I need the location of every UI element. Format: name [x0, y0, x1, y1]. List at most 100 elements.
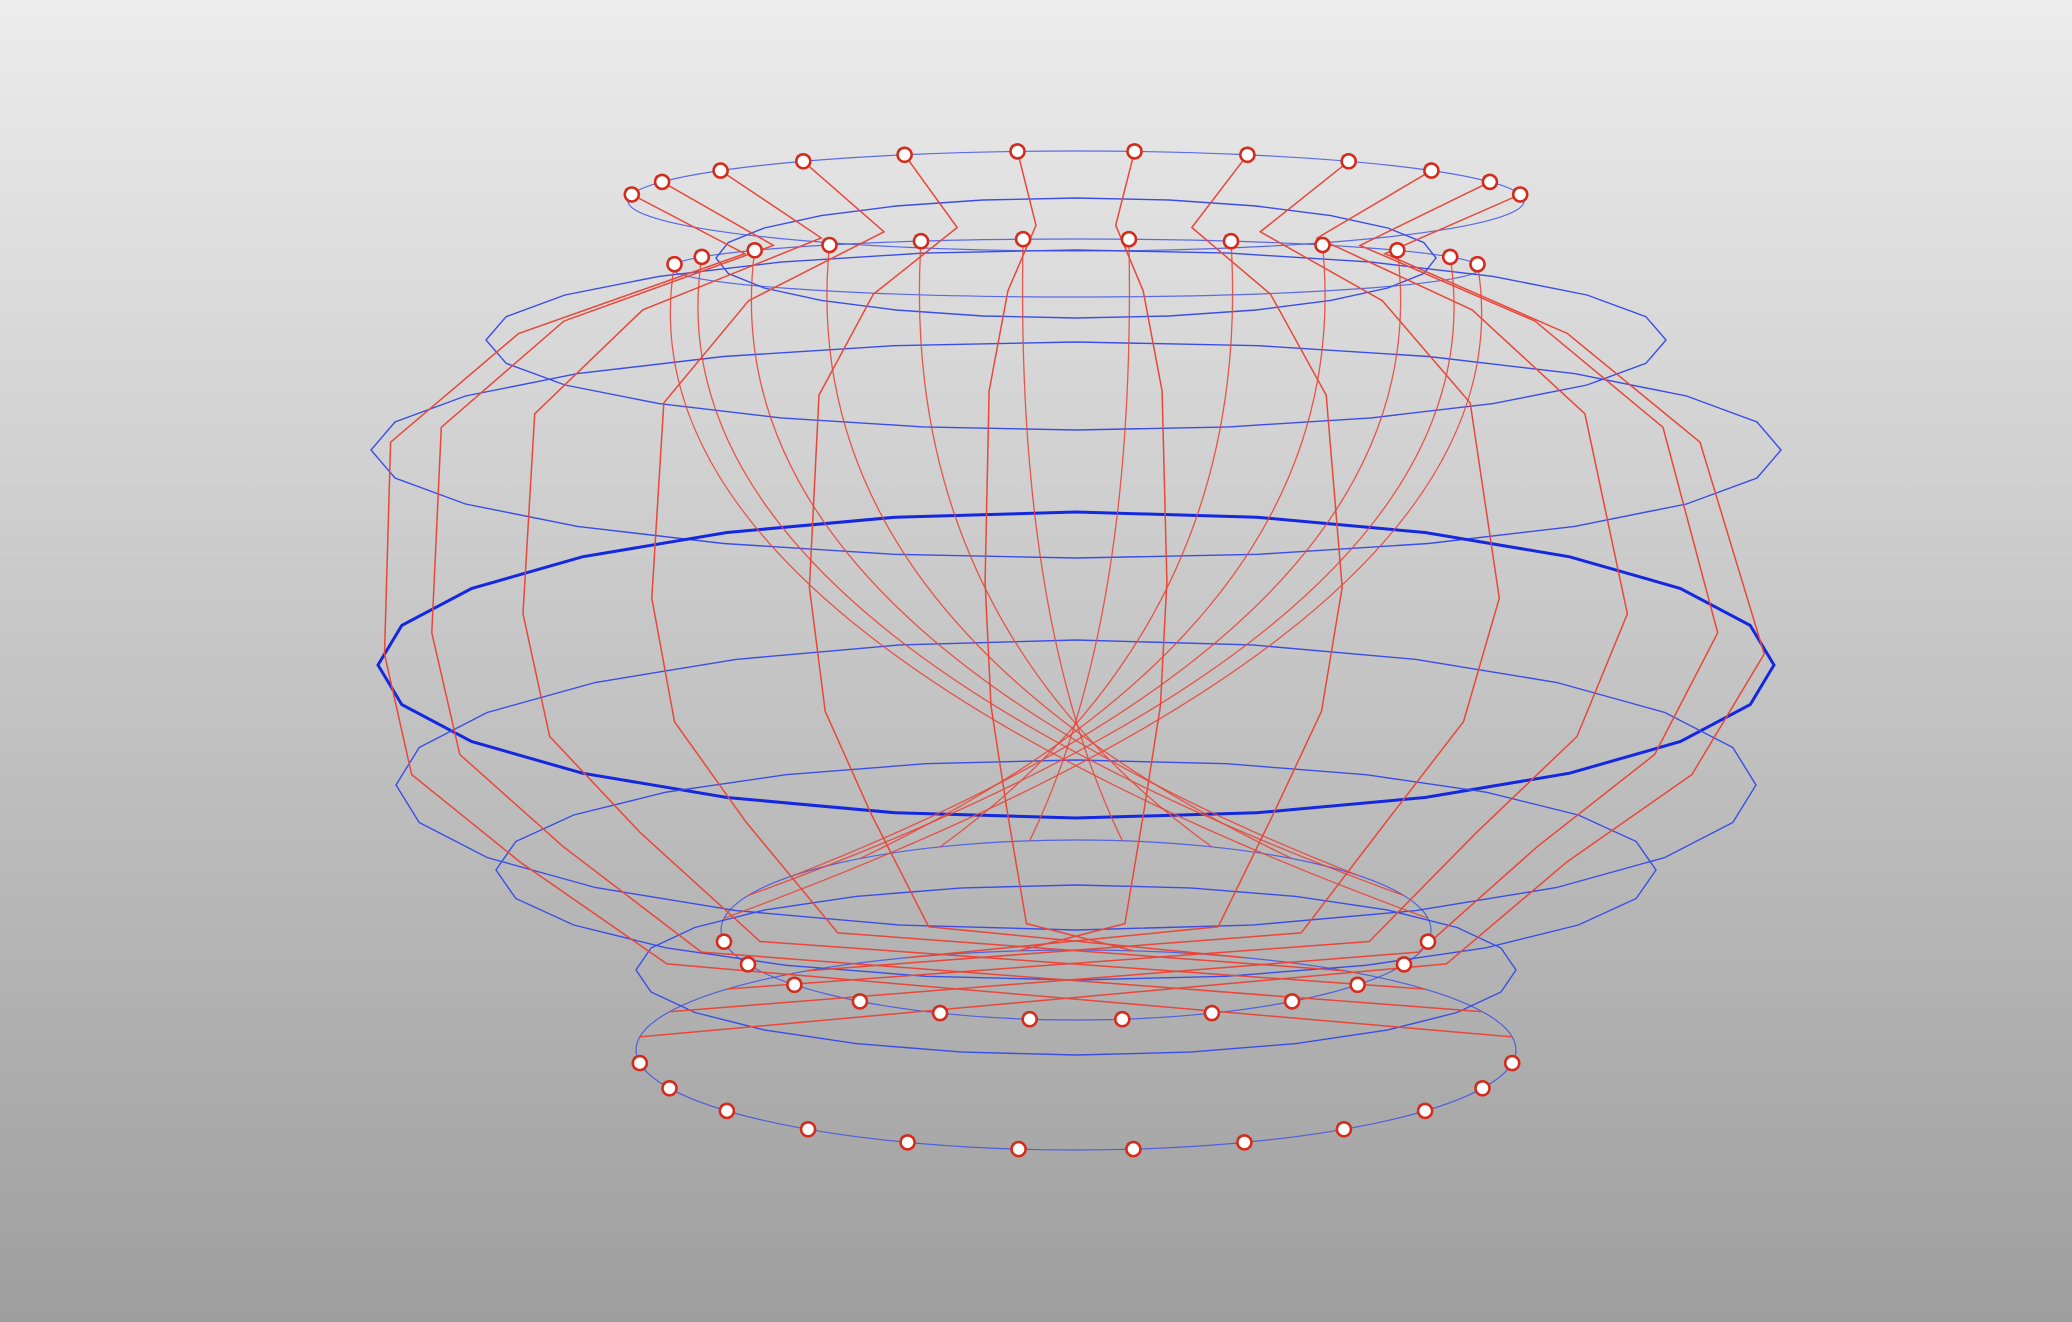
control-point-bottom-outer-12[interactable]	[1503, 1054, 1521, 1072]
control-point-bottom-inner-2[interactable]	[739, 956, 757, 973]
control-point-marker[interactable]	[623, 186, 641, 203]
control-point-marker[interactable]	[1511, 186, 1529, 203]
control-point-bottom-outer-2[interactable]	[661, 1080, 678, 1097]
control-point-bottom-inner-12[interactable]	[1419, 933, 1437, 951]
control-point-marker[interactable]	[1283, 993, 1301, 1010]
control-point-top-outer-10[interactable]	[1423, 162, 1440, 179]
control-point-marker[interactable]	[1481, 173, 1499, 191]
control-point-marker[interactable]	[1014, 230, 1032, 248]
control-point-top-outer-2[interactable]	[653, 173, 671, 191]
control-point-top-inner-4[interactable]	[821, 236, 838, 254]
control-point-top-inner-2[interactable]	[693, 248, 711, 266]
control-point-bottom-inner-7[interactable]	[1114, 1010, 1131, 1028]
control-point-top-inner-7[interactable]	[1120, 230, 1138, 248]
control-point-top-inner-6[interactable]	[1014, 230, 1032, 248]
control-point-bottom-outer-9[interactable]	[1335, 1121, 1353, 1138]
control-point-marker[interactable]	[1503, 1054, 1521, 1072]
control-point-marker[interactable]	[1469, 255, 1486, 273]
control-point-top-outer-9[interactable]	[1340, 153, 1357, 170]
control-point-marker[interactable]	[1120, 230, 1138, 248]
control-point-bottom-inner-8[interactable]	[1203, 1004, 1221, 1022]
control-point-top-outer-5[interactable]	[896, 146, 913, 164]
control-point-marker[interactable]	[1203, 1004, 1221, 1022]
control-point-marker[interactable]	[718, 1102, 736, 1120]
control-point-bottom-outer-7[interactable]	[1125, 1140, 1142, 1158]
control-point-marker[interactable]	[1009, 143, 1026, 160]
control-point-top-outer-8[interactable]	[1239, 146, 1256, 164]
inner-meridian-3	[750, 250, 1358, 876]
control-point-marker[interactable]	[712, 162, 729, 179]
control-point-marker[interactable]	[1114, 1010, 1131, 1028]
control-point-top-outer-11[interactable]	[1481, 173, 1499, 191]
control-point-marker[interactable]	[739, 956, 757, 973]
control-point-marker[interactable]	[794, 153, 812, 170]
control-point-marker[interactable]	[631, 1054, 649, 1072]
control-point-top-outer-12[interactable]	[1511, 186, 1529, 203]
control-point-bottom-outer-11[interactable]	[1474, 1080, 1491, 1097]
control-point-bottom-outer-3[interactable]	[718, 1102, 736, 1120]
control-point-top-outer-1[interactable]	[623, 186, 641, 203]
control-point-marker[interactable]	[653, 173, 671, 191]
control-point-marker[interactable]	[1021, 1010, 1038, 1028]
control-point-marker[interactable]	[912, 232, 930, 250]
control-point-bottom-inner-9[interactable]	[1283, 993, 1301, 1010]
control-point-marker[interactable]	[899, 1134, 916, 1151]
control-point-marker[interactable]	[786, 976, 803, 994]
control-point-marker[interactable]	[1474, 1080, 1491, 1097]
control-point-top-outer-4[interactable]	[794, 153, 812, 170]
control-point-bottom-outer-1[interactable]	[631, 1054, 649, 1072]
control-point-marker[interactable]	[661, 1080, 678, 1097]
control-point-marker[interactable]	[821, 236, 838, 254]
control-point-marker[interactable]	[851, 993, 869, 1010]
control-point-marker[interactable]	[1314, 236, 1331, 254]
control-point-bottom-outer-4[interactable]	[799, 1121, 817, 1138]
control-point-marker[interactable]	[1395, 956, 1413, 973]
control-point-top-inner-10[interactable]	[1389, 242, 1406, 259]
control-point-marker[interactable]	[1441, 248, 1459, 266]
control-point-marker[interactable]	[799, 1121, 817, 1138]
control-point-top-inner-8[interactable]	[1222, 232, 1240, 250]
control-point-top-inner-3[interactable]	[746, 242, 764, 259]
control-point-bottom-inner-1[interactable]	[715, 933, 733, 951]
control-point-top-outer-3[interactable]	[712, 162, 729, 179]
control-point-marker[interactable]	[1335, 1121, 1353, 1138]
control-point-marker[interactable]	[715, 933, 733, 951]
control-point-marker[interactable]	[1010, 1140, 1027, 1158]
control-point-marker[interactable]	[1239, 146, 1256, 164]
control-point-bottom-inner-4[interactable]	[851, 993, 869, 1010]
control-point-top-inner-5[interactable]	[912, 232, 930, 250]
control-point-marker[interactable]	[931, 1004, 949, 1022]
control-point-top-inner-12[interactable]	[1469, 255, 1486, 273]
control-point-bottom-outer-6[interactable]	[1010, 1140, 1027, 1158]
control-point-top-outer-6[interactable]	[1009, 143, 1026, 160]
control-point-bottom-inner-6[interactable]	[1021, 1010, 1038, 1028]
control-point-bottom-inner-5[interactable]	[931, 1004, 949, 1022]
control-point-bottom-outer-5[interactable]	[899, 1134, 916, 1151]
control-point-marker[interactable]	[1126, 143, 1143, 160]
control-point-top-inner-1[interactable]	[666, 255, 683, 273]
control-point-marker[interactable]	[1125, 1140, 1142, 1158]
control-point-marker[interactable]	[1423, 162, 1440, 179]
control-point-marker[interactable]	[693, 248, 711, 266]
control-point-marker[interactable]	[896, 146, 913, 164]
control-point-bottom-inner-3[interactable]	[786, 976, 803, 994]
control-point-marker[interactable]	[1416, 1102, 1434, 1120]
control-point-bottom-outer-10[interactable]	[1416, 1102, 1434, 1120]
control-point-marker[interactable]	[666, 255, 683, 273]
control-point-top-outer-7[interactable]	[1126, 143, 1143, 160]
control-point-marker[interactable]	[1419, 933, 1437, 951]
control-point-marker[interactable]	[1340, 153, 1357, 170]
control-point-bottom-inner-11[interactable]	[1395, 956, 1413, 973]
control-point-top-inner-11[interactable]	[1441, 248, 1459, 266]
control-point-bottom-inner-10[interactable]	[1349, 976, 1366, 994]
control-point-bottom-outer-8[interactable]	[1236, 1134, 1253, 1151]
control-points[interactable]	[623, 143, 1529, 1158]
control-point-top-inner-9[interactable]	[1314, 236, 1331, 254]
control-point-marker[interactable]	[1389, 242, 1406, 259]
control-point-marker[interactable]	[1349, 976, 1366, 994]
control-point-marker[interactable]	[746, 242, 764, 259]
control-point-marker[interactable]	[1236, 1134, 1253, 1151]
control-point-marker[interactable]	[1222, 232, 1240, 250]
